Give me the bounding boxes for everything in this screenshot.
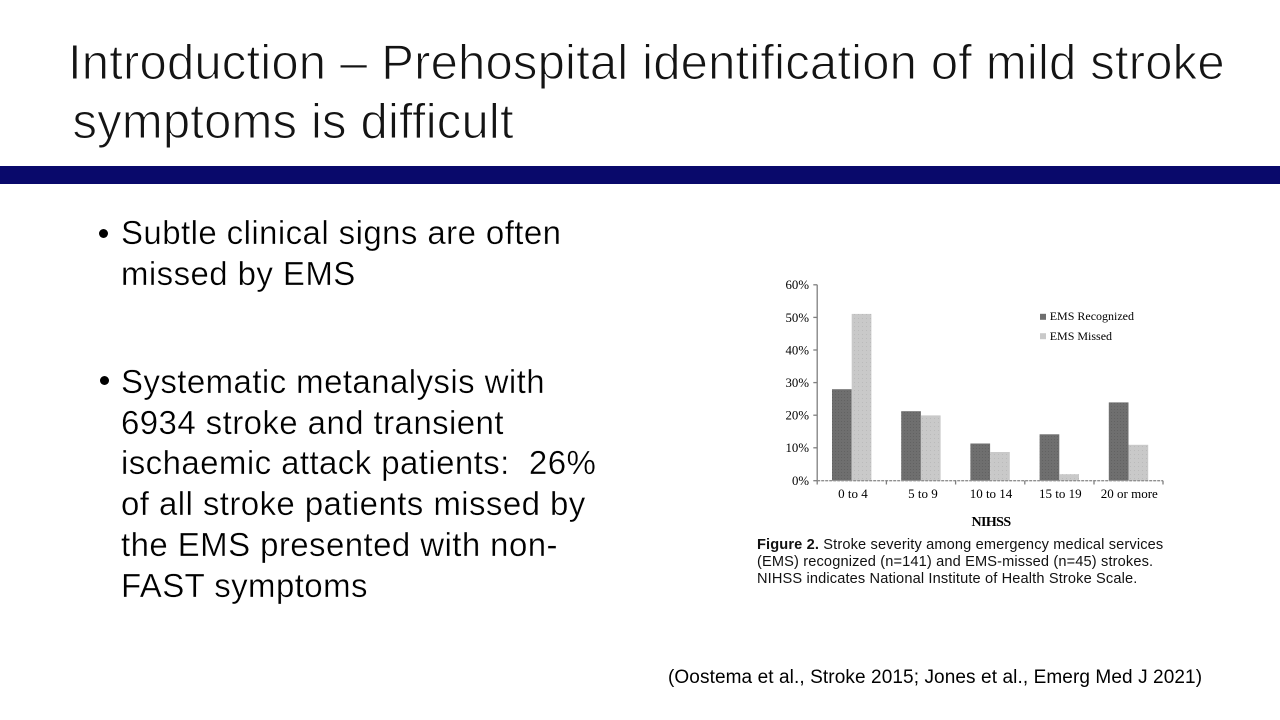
- svg-text:EMS Recognized: EMS Recognized: [1050, 309, 1134, 323]
- svg-text:20%: 20%: [786, 409, 810, 423]
- svg-text:60%: 60%: [786, 278, 810, 292]
- svg-text:0%: 0%: [792, 474, 809, 488]
- svg-text:20 or more: 20 or more: [1101, 486, 1158, 501]
- svg-text:10 to 14: 10 to 14: [970, 486, 1013, 501]
- svg-text:10%: 10%: [786, 441, 810, 455]
- svg-text:0 to 4: 0 to 4: [838, 486, 868, 501]
- svg-text:15 to 19: 15 to 19: [1039, 486, 1082, 501]
- svg-text:EMS Missed: EMS Missed: [1050, 329, 1112, 343]
- svg-text:50%: 50%: [786, 311, 810, 325]
- svg-text:NIHSS: NIHSS: [971, 515, 1011, 530]
- svg-text:40%: 40%: [786, 343, 810, 357]
- svg-text:30%: 30%: [786, 376, 810, 390]
- svg-text:5 to 9: 5 to 9: [908, 486, 938, 501]
